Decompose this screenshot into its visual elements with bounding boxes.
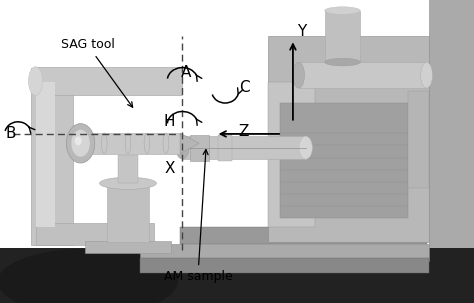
Bar <box>268 82 315 227</box>
Text: C: C <box>239 80 250 95</box>
Ellipse shape <box>292 62 304 88</box>
Bar <box>182 136 306 159</box>
Bar <box>81 133 180 154</box>
Bar <box>36 67 182 95</box>
Text: B: B <box>5 126 16 142</box>
Bar <box>36 82 55 227</box>
Bar <box>85 241 171 253</box>
Text: SAG tool: SAG tool <box>61 38 133 107</box>
Bar <box>299 62 427 88</box>
Bar <box>180 227 427 244</box>
Bar <box>408 91 429 188</box>
Ellipse shape <box>325 7 360 15</box>
Ellipse shape <box>100 177 156 189</box>
Bar <box>190 135 209 161</box>
Bar <box>268 36 429 242</box>
Bar <box>31 68 73 245</box>
Ellipse shape <box>299 136 312 159</box>
Bar <box>280 103 408 218</box>
Text: Z: Z <box>238 124 249 139</box>
Ellipse shape <box>420 62 432 88</box>
Text: A: A <box>181 65 191 80</box>
Ellipse shape <box>28 67 43 95</box>
Text: AM sample: AM sample <box>164 150 232 283</box>
Bar <box>107 182 149 242</box>
Bar <box>140 244 429 261</box>
Bar <box>218 135 232 161</box>
Text: Y: Y <box>297 24 306 39</box>
Bar <box>325 11 360 62</box>
Bar <box>118 155 138 183</box>
Polygon shape <box>180 133 199 154</box>
Ellipse shape <box>71 130 90 157</box>
Polygon shape <box>0 248 474 303</box>
Ellipse shape <box>176 136 189 159</box>
Ellipse shape <box>0 248 178 303</box>
Ellipse shape <box>325 58 360 66</box>
Ellipse shape <box>75 136 82 145</box>
Ellipse shape <box>66 124 95 163</box>
Text: X: X <box>164 161 175 176</box>
Polygon shape <box>429 0 474 303</box>
Text: H: H <box>164 114 175 129</box>
Bar <box>36 223 154 245</box>
Bar <box>140 258 429 273</box>
Ellipse shape <box>107 178 149 185</box>
